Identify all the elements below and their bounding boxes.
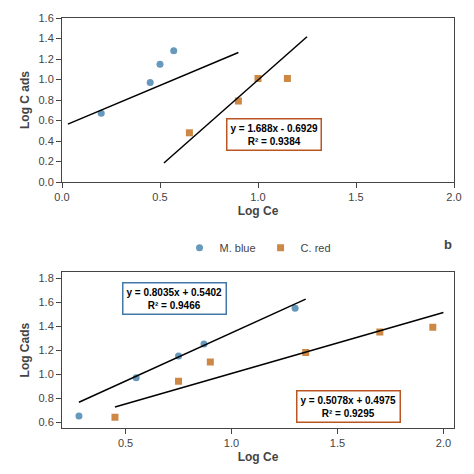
svg-text:1.8: 1.8	[39, 272, 54, 284]
svg-text:1.5: 1.5	[330, 437, 345, 449]
svg-text:1.2: 1.2	[39, 53, 54, 65]
svg-text:y = 0.8035x + 0.5402R² = 0.946: y = 0.8035x + 0.5402R² = 0.9466	[127, 287, 223, 311]
svg-text:y = 1.688x - 0.6929R² = 0.9384: y = 1.688x - 0.6929R² = 0.9384	[231, 123, 318, 147]
svg-text:0.4: 0.4	[39, 135, 54, 147]
svg-text:y = 0.5078x + 0.4975R² = 0.929: y = 0.5078x + 0.4975R² = 0.9295	[301, 395, 397, 419]
svg-text:1.5: 1.5	[348, 191, 363, 203]
svg-text:0.6: 0.6	[39, 416, 54, 428]
svg-text:0.2: 0.2	[39, 155, 54, 167]
svg-text:1.0: 1.0	[250, 191, 265, 203]
svg-text:Log C ads: Log C ads	[18, 71, 32, 129]
svg-text:1.0: 1.0	[39, 73, 54, 85]
svg-text:0.0: 0.0	[39, 176, 54, 188]
svg-text:Log Cads: Log Cads	[18, 322, 32, 377]
svg-text:1.0: 1.0	[224, 437, 239, 449]
svg-text:2.0: 2.0	[446, 191, 461, 203]
svg-text:0.5: 0.5	[152, 191, 167, 203]
svg-text:C. red: C. red	[301, 242, 331, 254]
svg-text:1.4: 1.4	[39, 32, 54, 44]
svg-text:b: b	[444, 237, 452, 252]
svg-text:Log Ce: Log Ce	[238, 450, 279, 464]
svg-text:0.8: 0.8	[39, 392, 54, 404]
svg-text:0.8: 0.8	[39, 94, 54, 106]
svg-text:1.0: 1.0	[39, 368, 54, 380]
svg-text:1.6: 1.6	[39, 296, 54, 308]
svg-text:M. blue: M. blue	[220, 242, 256, 254]
svg-text:1.4: 1.4	[39, 320, 54, 332]
svg-text:1.6: 1.6	[39, 12, 54, 24]
svg-text:0.0: 0.0	[54, 191, 69, 203]
svg-text:Log Ce: Log Ce	[238, 204, 279, 218]
svg-text:2.0: 2.0	[436, 437, 451, 449]
svg-text:0.5: 0.5	[118, 437, 133, 449]
svg-text:1.2: 1.2	[39, 344, 54, 356]
svg-text:0.6: 0.6	[39, 114, 54, 126]
